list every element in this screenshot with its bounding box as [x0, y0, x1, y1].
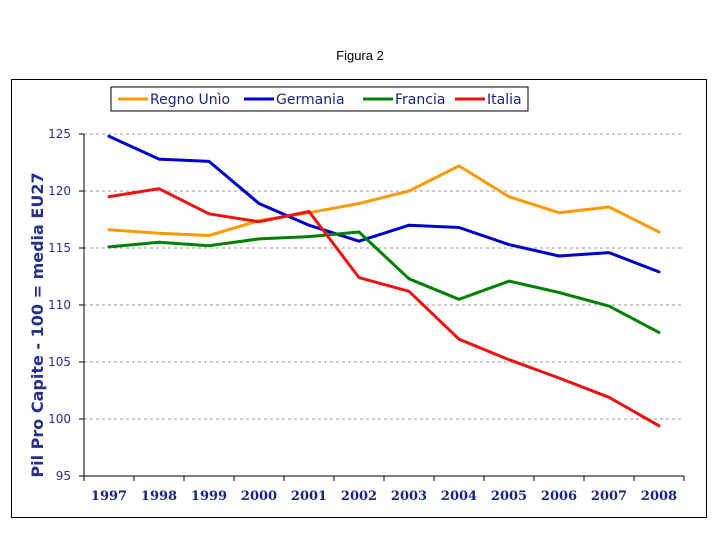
series-line-italia [107, 187, 661, 428]
x-tick-label: 1997 [91, 489, 127, 504]
chart-frame: 95 100 105 110 115 120 125 1997 1998 1999 2000 2001… [11, 79, 707, 518]
legend: Regno Unìo Germania Francia Italia [110, 86, 529, 112]
series-line-regno-un-o [107, 164, 661, 237]
figure-title: Figura 2 [336, 48, 384, 63]
legend-label-regno-un-o: Regno Unìo [150, 92, 230, 108]
line-chart: 95 100 105 110 115 120 125 1997 1998 1999 2000 2001… [28, 86, 685, 504]
x-tick-label: 2004 [441, 489, 477, 504]
y-tick-label: 95 [56, 469, 71, 483]
y-tick-label: 110 [48, 298, 71, 312]
legend-label-italia: Italia [487, 92, 522, 108]
x-tick-label: 2005 [491, 489, 527, 504]
x-tick-label: 2002 [341, 489, 377, 504]
y-tick-label: 105 [48, 355, 71, 369]
y-tick-label: 120 [48, 184, 71, 198]
legend-label-germania: Germania [276, 92, 345, 108]
gridlines [84, 133, 684, 420]
x-tick-label: 1999 [191, 489, 227, 504]
x-tick-label: 1998 [141, 489, 177, 504]
axes: 95 100 105 110 115 120 125 1997 1998 1999 2000 2001… [48, 127, 685, 504]
x-tick-label: 2008 [641, 489, 677, 504]
y-axis-label: Pil Pro Capite - 100 = media EU27 [28, 172, 47, 477]
y-tick-label: 100 [48, 412, 71, 426]
series-line-germania [107, 134, 661, 274]
x-tick-label: 2000 [241, 489, 277, 504]
x-tick-label: 2007 [591, 489, 627, 504]
x-tick-label: 2003 [391, 489, 427, 504]
x-tick-label: 2001 [291, 489, 327, 504]
legend-label-francia: Francia [395, 92, 445, 108]
y-tick-label: 125 [48, 127, 71, 141]
x-tick-label: 2006 [541, 489, 577, 504]
y-tick-label: 115 [48, 241, 71, 255]
series-line-francia [107, 230, 661, 334]
series-lines [107, 134, 661, 428]
